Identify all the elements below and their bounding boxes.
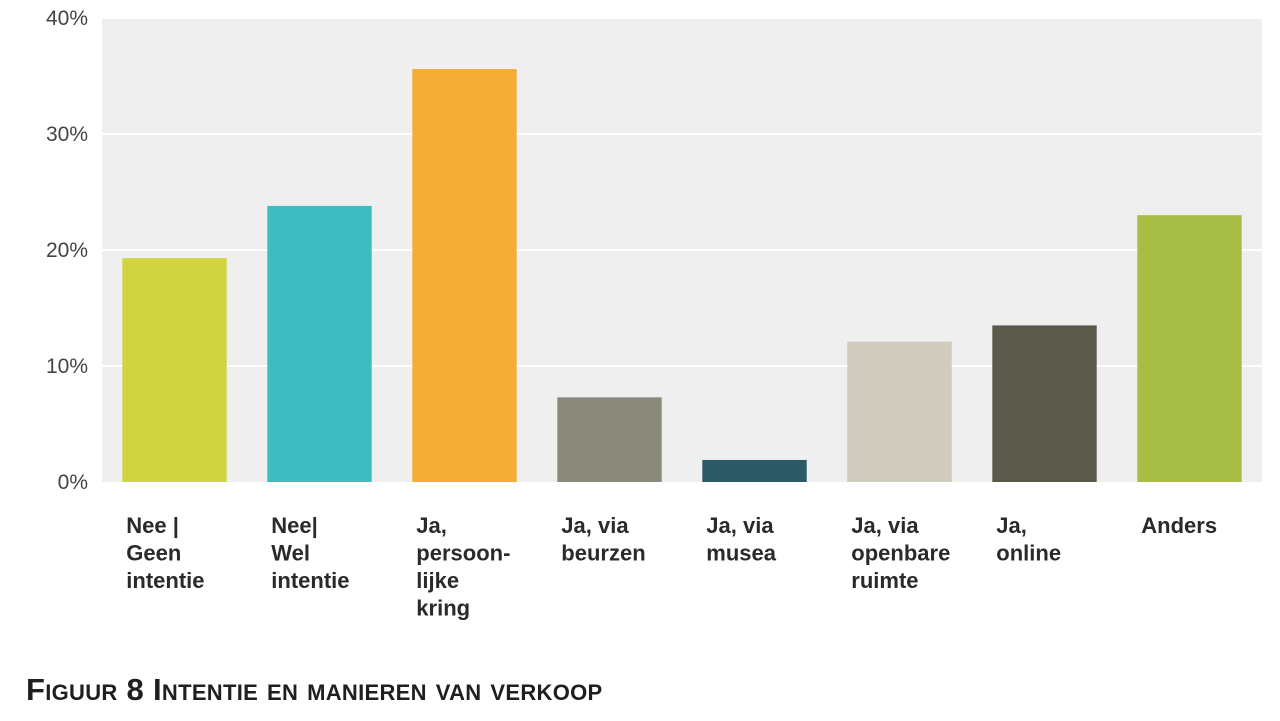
x-tick-label: Nee| <box>271 513 318 538</box>
x-tick-label: persoon- <box>416 541 510 566</box>
x-tick-label: ruimte <box>851 568 918 593</box>
bar <box>1137 215 1242 482</box>
x-tick-label: online <box>996 541 1061 566</box>
y-tick-label: 20% <box>46 239 88 262</box>
bar <box>267 205 372 483</box>
x-tick-label: beurzen <box>561 541 645 566</box>
x-tick-label: Ja, <box>996 513 1027 538</box>
bar <box>557 397 662 482</box>
x-tick-label: Wel <box>271 541 310 566</box>
x-tick-label: Ja, <box>416 513 447 538</box>
x-tick-label: Anders <box>1141 513 1217 538</box>
x-tick-label: musea <box>706 541 776 566</box>
x-tick-label: kring <box>416 596 470 621</box>
y-tick-label: 10% <box>46 355 88 378</box>
x-tick-label: Ja, via <box>851 513 919 538</box>
bar-chart-svg: 0%10%20%30%40%Nee |GeenintentieNee|Welin… <box>46 7 1262 621</box>
bar <box>847 341 952 482</box>
y-tick-label: 40% <box>46 7 88 30</box>
x-tick-label: Geen <box>126 541 181 566</box>
bar <box>412 69 517 482</box>
bar <box>702 459 807 482</box>
bar <box>122 258 227 482</box>
bar-chart: 0% 10% 20% 30% 40% Nee | Geen intentie Nee| Wel in… <box>46 7 1262 621</box>
figure-caption: Figuur 8 Intentie en manieren van verkoo… <box>26 672 603 707</box>
x-tick-label: Nee | <box>126 513 179 538</box>
y-tick-label: 0% <box>58 471 88 494</box>
x-tick-label: intentie <box>271 568 349 593</box>
x-tick-label: Ja, via <box>706 513 774 538</box>
bar <box>992 325 1097 482</box>
y-tick-label: 30% <box>46 123 88 146</box>
x-tick-label: Ja, via <box>561 513 629 538</box>
x-tick-label: intentie <box>126 568 204 593</box>
x-tick-label: lijke <box>416 568 459 593</box>
x-tick-label: openbare <box>851 541 950 566</box>
